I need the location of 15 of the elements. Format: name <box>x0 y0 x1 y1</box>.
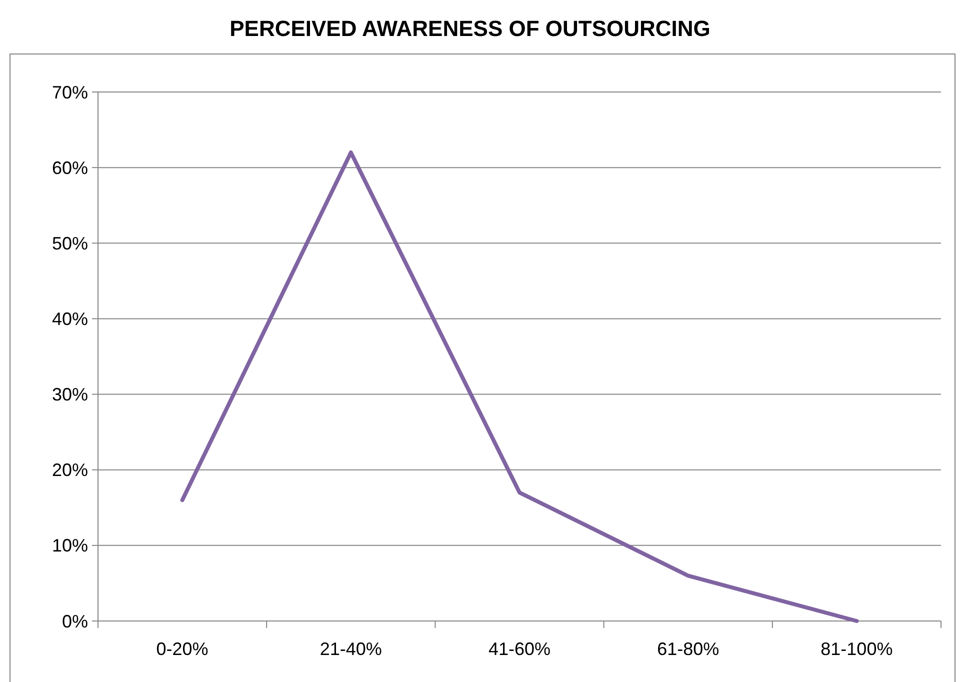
y-tick-label: 30% <box>52 384 88 405</box>
y-tick-label: 0% <box>62 611 88 632</box>
chart-title: PERCEIVED AWARENESS OF OUTSOURCING <box>230 16 710 41</box>
y-tick-label: 40% <box>52 309 88 330</box>
y-tick-label: 50% <box>52 233 88 254</box>
y-tick-label: 60% <box>52 158 88 178</box>
y-tick-label: 70% <box>52 82 88 102</box>
x-tick-label: 0-20% <box>156 639 208 659</box>
x-tick-label: 21-40% <box>320 639 382 659</box>
x-tick-label: 81-100% <box>820 639 893 659</box>
x-tick-label: 61-80% <box>657 639 720 659</box>
x-tick-label: 41-60% <box>488 639 551 659</box>
line-series <box>180 150 859 623</box>
y-tick-label: 10% <box>52 536 88 556</box>
y-tick-label: 20% <box>52 460 88 480</box>
